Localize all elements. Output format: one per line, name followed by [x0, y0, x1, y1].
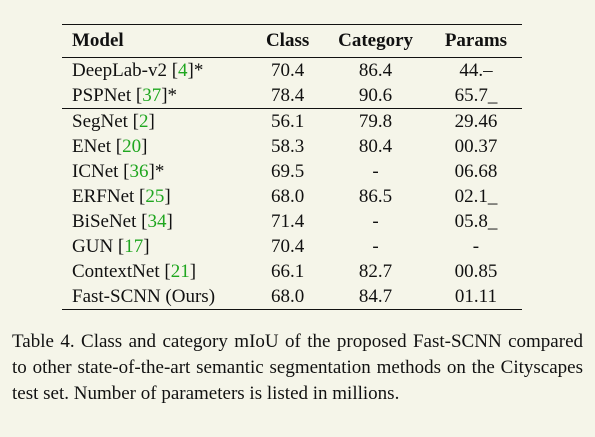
table-header-row: Model Class Category Params: [62, 24, 522, 58]
params-cell: 05.8_: [454, 211, 498, 232]
model-name: Fast-SCNN (Ours): [72, 286, 216, 307]
model-suffix: ]: [143, 236, 150, 257]
citation-link[interactable]: 25: [145, 186, 165, 207]
model-cell: SegNet [2]: [62, 109, 254, 135]
category-miou-cell: 84.7: [358, 286, 393, 307]
class-miou-cell: 68.0: [270, 286, 305, 307]
category-miou-cell: 86.4: [358, 60, 393, 81]
class-miou-cell: 71.4: [270, 211, 305, 232]
header-class: Class: [265, 30, 310, 51]
class-miou-cell: 68.0: [270, 186, 305, 207]
model-name: ENet [: [72, 136, 123, 157]
category-miou-cell: 86.5: [358, 186, 393, 207]
results-table: Model Class Category Params DeepLab-v2 […: [62, 24, 522, 310]
category-miou-cell: 90.6: [358, 85, 393, 106]
model-name: ContextNet [: [72, 261, 171, 282]
model-cell: DeepLab-v2 [4]*: [62, 58, 254, 84]
class-miou-cell: 69.5: [270, 161, 305, 182]
table-row: ERFNet [25] 68.0 86.5 02.1_: [62, 184, 522, 209]
header-model: Model: [72, 30, 124, 51]
citation-link[interactable]: 2: [139, 111, 149, 132]
class-miou-cell: 78.4: [270, 85, 305, 106]
category-miou-cell: 79.8: [358, 111, 393, 132]
model-cell: PSPNet [37]*: [62, 83, 254, 109]
model-suffix: ]: [166, 211, 173, 232]
citation-link[interactable]: 36: [129, 161, 149, 182]
citation-link[interactable]: 37: [142, 85, 162, 106]
header-params: Params: [444, 30, 508, 51]
model-suffix: ]*: [187, 60, 204, 81]
citation-link[interactable]: 20: [122, 136, 142, 157]
class-miou-cell: 70.4: [270, 236, 305, 257]
model-suffix: ]*: [161, 85, 178, 106]
params-cell: -: [472, 236, 480, 257]
model-suffix: ]*: [148, 161, 165, 182]
citation-link[interactable]: 17: [124, 236, 144, 257]
params-cell: 00.37: [454, 136, 498, 157]
table-row: BiSeNet [34] 71.4 - 05.8_: [62, 209, 522, 234]
category-miou-cell: -: [372, 211, 379, 232]
params-cell: 00.85: [454, 261, 498, 282]
model-suffix: ]: [148, 111, 155, 132]
model-cell: ICNet [36]*: [62, 159, 254, 184]
table-row: Fast-SCNN (Ours) 68.0 84.7 01.11: [62, 284, 522, 310]
citation-link[interactable]: 4: [178, 60, 188, 81]
params-cell: 44.–: [459, 60, 493, 81]
model-name: DeepLab-v2 [: [72, 60, 179, 81]
params-cell: 65.7_: [454, 85, 498, 106]
model-cell: BiSeNet [34]: [62, 209, 254, 234]
model-name: GUN [: [72, 236, 125, 257]
table-caption: Table 4. Class and category mIoU of the …: [12, 331, 583, 404]
model-name: BiSeNet [: [72, 211, 148, 232]
table-row: ContextNet [21] 66.1 82.7 00.85: [62, 259, 522, 284]
table-row: SegNet [2] 56.1 79.8 29.46: [62, 109, 522, 135]
table-row: PSPNet [37]* 78.4 90.6 65.7_: [62, 83, 522, 109]
model-cell: GUN [17]: [62, 234, 254, 259]
class-miou-cell: 58.3: [270, 136, 305, 157]
table-row: ENet [20] 58.3 80.4 00.37: [62, 134, 522, 159]
category-miou-cell: -: [372, 161, 379, 182]
model-cell: ERFNet [25]: [62, 184, 254, 209]
params-cell: 29.46: [454, 111, 498, 132]
class-miou-cell: 66.1: [270, 261, 305, 282]
model-cell: ENet [20]: [62, 134, 254, 159]
model-suffix: ]: [189, 261, 197, 282]
category-miou-cell: -: [372, 236, 379, 257]
params-cell: 02.1_: [454, 186, 498, 207]
model-name: PSPNet [: [72, 85, 143, 106]
class-miou-cell: 56.1: [270, 111, 305, 132]
model-name: ICNet [: [72, 161, 130, 182]
model-suffix: ]: [164, 186, 171, 207]
header-category: Category: [338, 30, 414, 51]
category-miou-cell: 82.7: [358, 261, 393, 282]
model-suffix: ]: [141, 136, 148, 157]
model-name: ERFNet [: [72, 186, 146, 207]
category-miou-cell: 80.4: [358, 136, 393, 157]
table-row: GUN [17] 70.4 - -: [62, 234, 522, 259]
class-miou-cell: 70.4: [270, 60, 305, 81]
model-cell: ContextNet [21]: [62, 259, 254, 284]
model-name: SegNet [: [72, 111, 140, 132]
model-cell: Fast-SCNN (Ours): [62, 284, 254, 310]
params-cell: 01.11: [454, 286, 497, 307]
table-row: ICNet [36]* 69.5 - 06.68: [62, 159, 522, 184]
citation-link[interactable]: 21: [170, 261, 190, 282]
citation-link[interactable]: 34: [147, 211, 167, 232]
table-row: DeepLab-v2 [4]* 70.4 86.4 44.–: [62, 58, 522, 84]
params-cell: 06.68: [454, 161, 498, 182]
results-table-container: Model Class Category Params DeepLab-v2 […: [62, 24, 522, 310]
